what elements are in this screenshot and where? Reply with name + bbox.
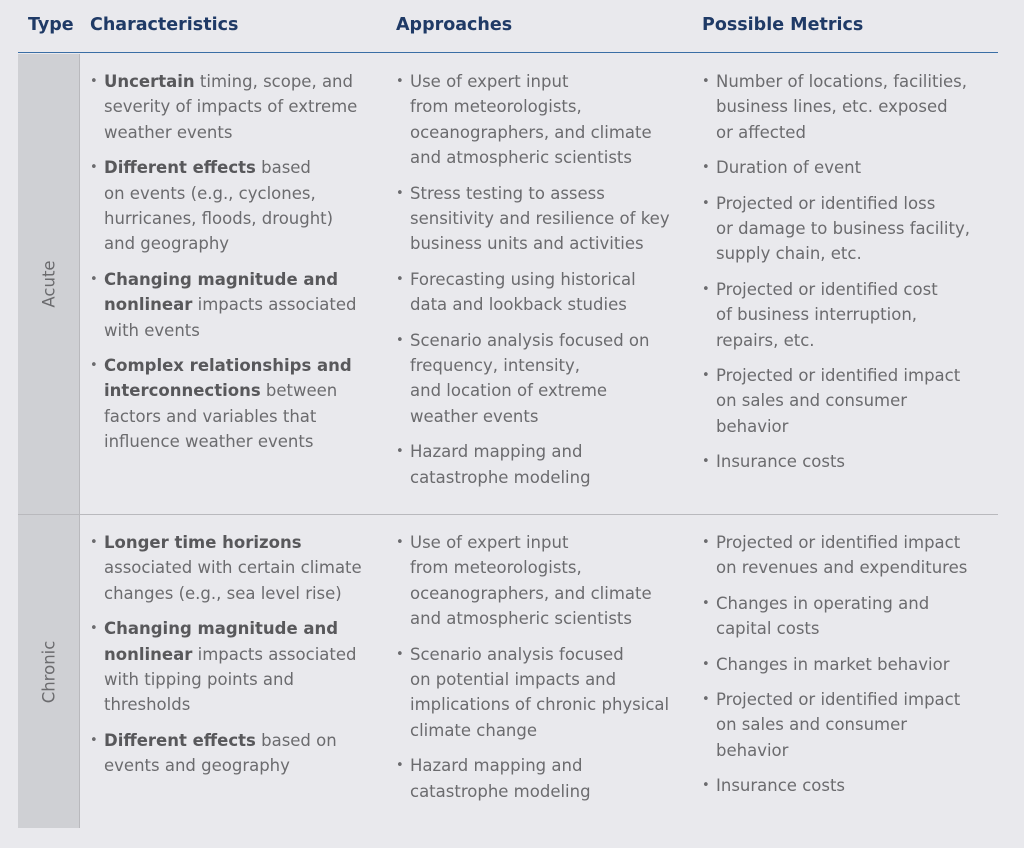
list-item: Number of locations, facilities, busines… [702, 69, 1002, 145]
list-item: Changing magnitude and nonlinear impacts… [90, 267, 390, 343]
list-item: Different effects based on events and ge… [90, 728, 390, 779]
header-approaches: Approaches [396, 15, 513, 35]
acute-metrics: Number of locations, facilities, busines… [702, 69, 1002, 485]
acute-approaches: Use of expert input from meteorologists,… [396, 69, 696, 500]
bullet-list: Longer time horizons associated with cer… [90, 530, 390, 779]
bullet-list: Uncertain timing, scope, and severity of… [90, 69, 390, 455]
header-characteristics: Characteristics [90, 15, 239, 35]
list-item: Insurance costs [702, 449, 1002, 475]
row-divider [18, 514, 998, 515]
header-possible-metrics: Possible Metrics [702, 15, 864, 35]
list-item: Different effects based on events (e.g.,… [90, 155, 390, 257]
list-item: Changing magnitude and nonlinear impacts… [90, 616, 390, 718]
bullet-list: Use of expert input from meteorologists,… [396, 69, 696, 490]
list-item: Changes in operating and capital costs [702, 591, 1002, 642]
acute-characteristics: Uncertain timing, scope, and severity of… [90, 69, 390, 465]
bullet-list: Use of expert input from meteorologists,… [396, 530, 696, 804]
type-label-acute: Acute [39, 260, 58, 308]
list-item: Projected or identified impact on sales … [702, 363, 1002, 439]
list-item: Duration of event [702, 155, 1002, 181]
list-item: Scenario analysis focused on potential i… [396, 642, 696, 744]
bullet-list: Number of locations, facilities, busines… [702, 69, 1002, 475]
type-cell-acute: Acute [18, 54, 80, 514]
header-divider [18, 52, 998, 53]
list-item: Projected or identified cost of business… [702, 277, 1002, 353]
type-cell-chronic: Chronic [18, 515, 80, 828]
header-type: Type [28, 15, 74, 35]
list-item: Projected or identified loss or damage t… [702, 191, 1002, 267]
chronic-metrics: Projected or identified impact on revenu… [702, 530, 1002, 809]
list-item: Uncertain timing, scope, and severity of… [90, 69, 390, 145]
bullet-list: Projected or identified impact on revenu… [702, 530, 1002, 799]
list-item: Use of expert input from meteorologists,… [396, 69, 696, 171]
list-item: Insurance costs [702, 773, 1002, 799]
chronic-characteristics: Longer time horizons associated with cer… [90, 530, 390, 789]
list-item: Complex relationships and interconnectio… [90, 353, 390, 455]
list-item: Changes in market behavior [702, 652, 1002, 678]
list-item: Hazard mapping and catastrophe modeling [396, 753, 696, 804]
list-item: Scenario analysis focused on frequency, … [396, 328, 696, 430]
list-item: Stress testing to assess sensitivity and… [396, 181, 696, 257]
list-item: Forecasting using historical data and lo… [396, 267, 696, 318]
type-label-chronic: Chronic [39, 640, 58, 703]
list-item: Hazard mapping and catastrophe modeling [396, 439, 696, 490]
list-item: Use of expert input from meteorologists,… [396, 530, 696, 632]
chronic-approaches: Use of expert input from meteorologists,… [396, 530, 696, 814]
list-item: Projected or identified impact on sales … [702, 687, 1002, 763]
list-item: Longer time horizons associated with cer… [90, 530, 390, 606]
list-item: Projected or identified impact on revenu… [702, 530, 1002, 581]
